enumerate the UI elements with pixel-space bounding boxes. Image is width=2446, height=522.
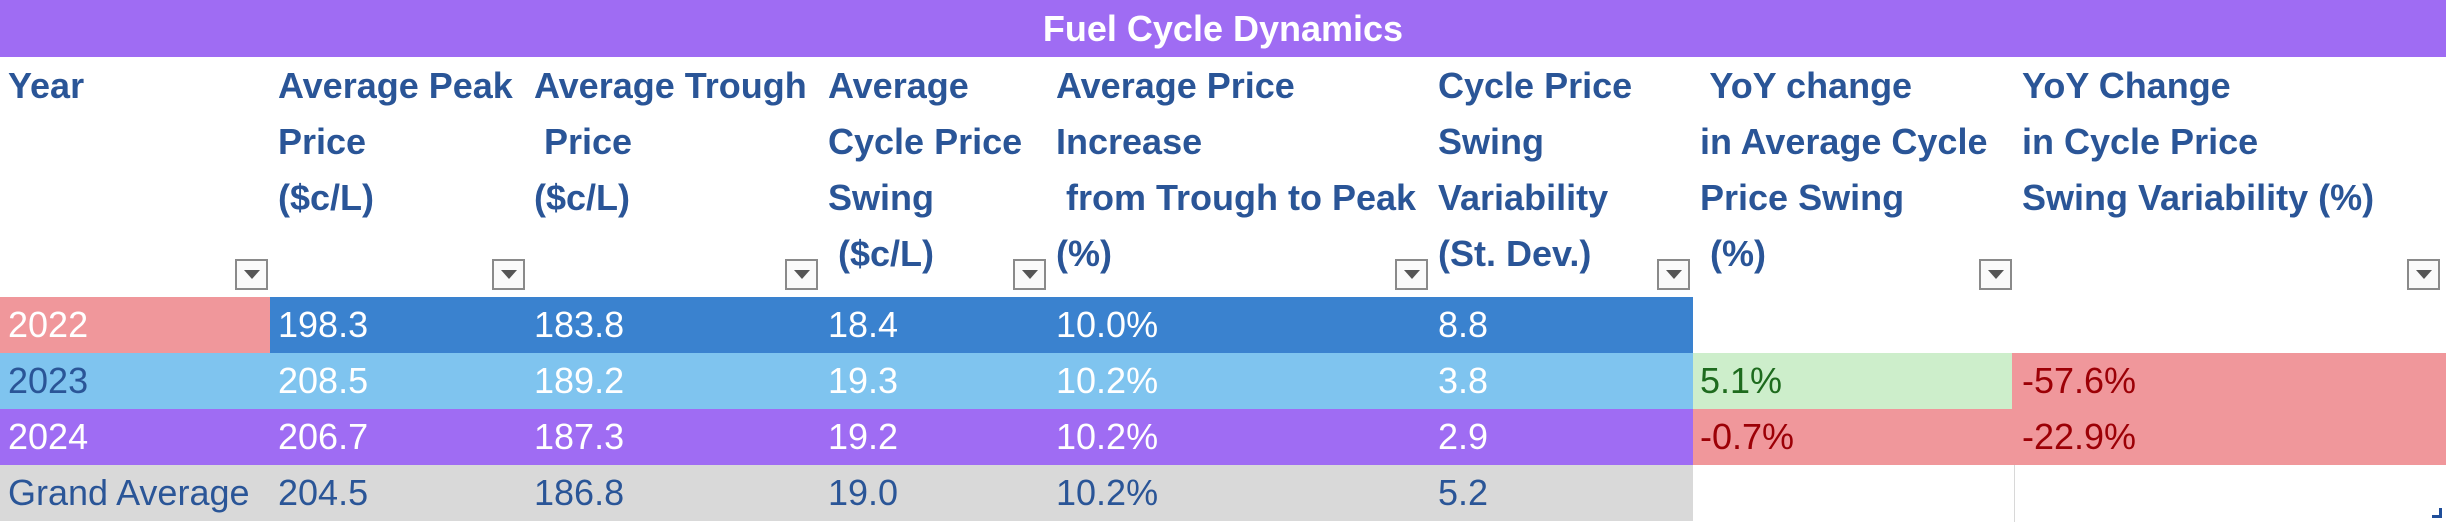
trough-cell[interactable]: 183.8: [534, 304, 625, 345]
header-average-cycle-price-swing[interactable]: Average Cycle Price Swing ($c/L): [828, 65, 1023, 274]
swing-cell[interactable]: 19.3: [828, 360, 899, 401]
header-row: Year Average Peak Price ($c/L) Average T…: [0, 57, 2446, 297]
filter-dropdown-button[interactable]: [1979, 259, 2012, 290]
increase-cell[interactable]: 10.2%: [1056, 472, 1159, 513]
filter-dropdown-icon: [1987, 270, 2004, 279]
table-row: 2023 208.5 189.2 19.3 10.2% 3.8 5.1% -57…: [0, 353, 2446, 409]
variability-cell[interactable]: 5.2: [1438, 472, 1489, 513]
header-average-price-increase[interactable]: Average Price Increase from Trough to Pe…: [1056, 65, 1417, 274]
filter-dropdown-button[interactable]: [1657, 259, 1690, 290]
filter-dropdown-icon: [500, 270, 517, 279]
header-year[interactable]: Year: [8, 65, 85, 106]
variability-cell[interactable]: 8.8: [1438, 304, 1489, 345]
peak-cell[interactable]: 208.5: [278, 360, 369, 401]
negative-change-bg: [1693, 409, 2012, 465]
header-yoy-change-average-swing[interactable]: YoY change in Average Cycle Price Swing …: [1700, 65, 1988, 274]
increase-cell[interactable]: 10.0%: [1056, 304, 1159, 345]
filter-dropdown-icon: [1665, 270, 1682, 279]
filter-dropdown-button[interactable]: [2407, 259, 2440, 290]
trough-cell[interactable]: 189.2: [534, 360, 625, 401]
filter-dropdown-icon: [1403, 270, 1420, 279]
trough-cell[interactable]: 187.3: [534, 416, 625, 457]
yoy-swing-cell[interactable]: 5.1%: [1700, 360, 1783, 401]
variability-cell[interactable]: 3.8: [1438, 360, 1489, 401]
increase-cell[interactable]: 10.2%: [1056, 416, 1159, 457]
header-yoy-change-swing-variability[interactable]: YoY Change in Cycle Price Swing Variabil…: [2022, 65, 2375, 218]
peak-cell[interactable]: 198.3: [278, 304, 369, 345]
positive-change-bg: [1693, 353, 2012, 409]
filter-dropdown-button[interactable]: [235, 259, 268, 290]
swing-cell[interactable]: 18.4: [828, 304, 899, 345]
filter-dropdown-icon: [1021, 270, 1038, 279]
peak-cell[interactable]: 206.7: [278, 416, 369, 457]
swing-cell[interactable]: 19.0: [828, 472, 899, 513]
year-cell[interactable]: Grand Average: [8, 472, 250, 513]
row-bg: [0, 353, 1693, 409]
resize-handle[interactable]: [2432, 508, 2442, 518]
trough-cell[interactable]: 186.8: [534, 472, 625, 513]
filter-dropdown-icon: [793, 270, 810, 279]
negative-change-bg: [2012, 409, 2446, 465]
table-title: Fuel Cycle Dynamics: [0, 0, 2446, 57]
peak-cell[interactable]: 204.5: [278, 472, 369, 513]
yoy-swing-cell[interactable]: -0.7%: [1700, 416, 1795, 457]
year-cell[interactable]: 2022: [8, 304, 89, 345]
filter-dropdown-button[interactable]: [785, 259, 818, 290]
table-row: 2024 206.7 187.3 19.2 10.2% 2.9 -0.7% -2…: [0, 409, 2446, 465]
yoy-variability-cell[interactable]: -22.9%: [2022, 416, 2137, 457]
year-cell-bg: [0, 297, 270, 353]
row-bg: [0, 465, 1693, 521]
header-average-peak-price[interactable]: Average Peak Price ($c/L): [278, 65, 513, 218]
table-row: 2022 198.3 183.8 18.4 10.0% 8.8: [0, 297, 2446, 353]
row-bg: [0, 409, 1693, 465]
table-row-grand-average: Grand Average 204.5 186.8 19.0 10.2% 5.2: [0, 465, 2446, 521]
cell-gridline: [2014, 465, 2015, 522]
increase-cell[interactable]: 10.2%: [1056, 360, 1159, 401]
year-cell[interactable]: 2023: [8, 360, 89, 401]
negative-change-bg: [2012, 353, 2446, 409]
header-cycle-price-swing-variability[interactable]: Cycle Price Swing Variability (St. Dev.): [1438, 65, 1633, 274]
row-bg: [270, 297, 1693, 353]
header-average-trough-price[interactable]: Average Trough Price ($c/L): [534, 65, 807, 218]
swing-cell[interactable]: 19.2: [828, 416, 899, 457]
filter-dropdown-button[interactable]: [1013, 259, 1046, 290]
filter-dropdown-icon: [243, 270, 260, 279]
filter-dropdown-button[interactable]: [492, 259, 525, 290]
variability-cell[interactable]: 2.9: [1438, 416, 1489, 457]
filter-dropdown-button[interactable]: [1395, 259, 1428, 290]
year-cell[interactable]: 2024: [8, 416, 89, 457]
yoy-variability-cell[interactable]: -57.6%: [2022, 360, 2137, 401]
filter-dropdown-icon: [2415, 270, 2432, 279]
